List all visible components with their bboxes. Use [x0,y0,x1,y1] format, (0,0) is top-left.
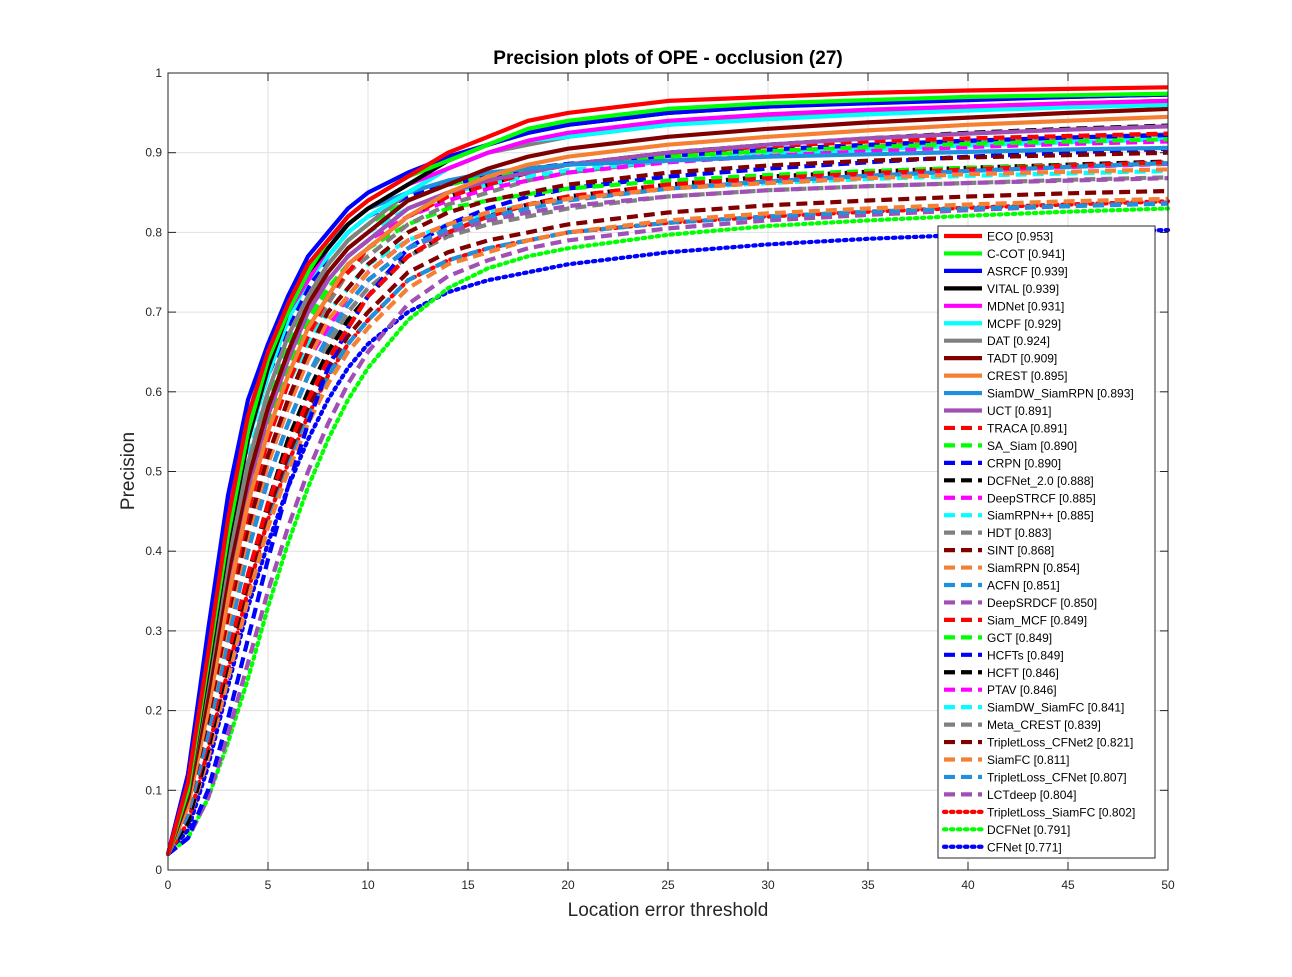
legend-entry-label: TripletLoss_SiamFC [0.802] [987,805,1135,819]
legend-entry-label: TripletLoss_CFNet [0.807] [987,770,1127,784]
x-axis-label: Location error threshold [568,900,769,921]
legend-entry-label: ACFN [0.851] [987,579,1060,593]
series-line-sint [166,150,1169,855]
x-tick-label: 10 [361,878,375,892]
legend-entry-label: DeepSTRCF [0.885] [987,491,1096,505]
y-tick-label: 0.5 [145,465,162,479]
series-line-hcfts [166,146,1169,856]
legend-entry-label: MCPF [0.929] [987,317,1061,331]
y-tick-label: 0 [155,863,162,877]
legend-entry-label: TRACA [0.891] [987,421,1067,435]
y-tick-label: 0.6 [145,385,162,399]
legend-entry-label: TADT [0.909] [987,352,1057,366]
y-tick-label: 0.1 [145,783,162,797]
legend-entry-label: DAT [0.924] [987,334,1050,348]
legend-entry-label: CREST [0.895] [987,369,1067,383]
x-tick-label: 20 [561,878,575,892]
y-tick-label: 0.3 [145,624,162,638]
legend-entry-label: UCT [0.891] [987,404,1051,418]
y-axis-label: Precision [118,432,139,510]
series-line-dcfnet [165,206,1171,857]
legend-entry-label: SiamFC [0.811] [987,753,1069,767]
x-tick-label: 15 [461,878,475,892]
series-line-asrcf [165,92,1169,855]
legend-entry-label: Meta_CREST [0.839] [987,718,1101,732]
legend-entry-label: SINT [0.868] [987,544,1054,558]
x-tick-label: 40 [961,878,975,892]
legend-entry-label: HCFTs [0.849] [987,648,1064,662]
series-line-cfnet [165,227,1171,857]
legend-entry-label: CFNet [0.771] [987,840,1062,854]
x-tick-label: 0 [165,878,172,892]
legend-box [937,225,1156,859]
y-tick-label: 0.9 [145,146,162,160]
legend-entry-label: PTAV [0.846] [987,683,1057,697]
legend-entry-label: SA_Siam [0.890] [987,439,1077,453]
axis-ticks: 0 5 10 15 20 25 30 35 40 45 50 0 0.1 0.2 0.3 0.4 0.5 0.6 0… [145,66,1175,892]
legend-entry-label: SiamRPN++ [0.885] [987,509,1094,523]
legend-entry-label: VITAL [0.939] [987,282,1059,296]
series-lines [165,85,1171,857]
series-line-lctdeep [166,200,1169,856]
legend-entry-label: Siam_MCF [0.849] [987,613,1087,627]
y-tick-label: 0.4 [145,544,162,558]
legend-entry-label: SiamRPN [0.854] [987,561,1080,575]
series-line-tadt [166,106,1169,855]
x-tick-label: 5 [265,878,272,892]
series-line-eco [165,85,1169,855]
legend-entry-label: SiamDW_SiamFC [0.841] [987,701,1124,715]
x-tick-label: 45 [1061,878,1075,892]
legend-entry-label: TripletLoss_CFNet2 [0.821] [987,736,1133,750]
series-line-siamfc [166,196,1169,856]
x-tick-label: 35 [861,878,875,892]
legend-entry-label: DeepSRDCF [0.850] [987,596,1097,610]
legend-entry-label: C-COT [0.941] [987,247,1065,261]
y-tick-label: 1 [155,66,162,80]
legend-entry-label: CRPN [0.890] [987,456,1061,470]
legend-entry-label: MDNet [0.931] [987,299,1064,313]
legend-entry-label: ASRCF [0.939] [987,264,1068,278]
series-line-siamrpn [166,167,1169,855]
y-tick-label: 0.7 [145,305,162,319]
x-tick-label: 50 [1161,878,1175,892]
series-line-hdt [166,132,1169,855]
x-tick-label: 30 [761,878,775,892]
y-tick-label: 0.2 [145,704,162,718]
legend: ECO [0.953] C-COT [0.941] ASRCF [0.939] VIT… [937,225,1156,859]
chart-title: Precision plots of OPE - occlusion (27) [493,48,842,69]
series-line-siam-mcf [166,160,1169,856]
legend-entry-label: LCTdeep [0.804] [987,788,1076,802]
legend-entry-label: DCFNet_2.0 [0.888] [987,474,1094,488]
legend-entry-label: DCFNet [0.791] [987,823,1070,837]
series-line-acfn [166,161,1169,856]
legend-entry-label: HDT [0.883] [987,526,1051,540]
x-tick-label: 25 [661,878,675,892]
legend-entry-label: HCFT [0.846] [987,666,1059,680]
legend-entry-label: SiamDW_SiamRPN [0.893] [987,387,1134,401]
legend-entry-label: ECO [0.953] [987,230,1053,244]
series-line-crest [166,114,1169,855]
y-tick-label: 0.8 [145,225,162,239]
legend-entry-label: GCT [0.849] [987,631,1052,645]
